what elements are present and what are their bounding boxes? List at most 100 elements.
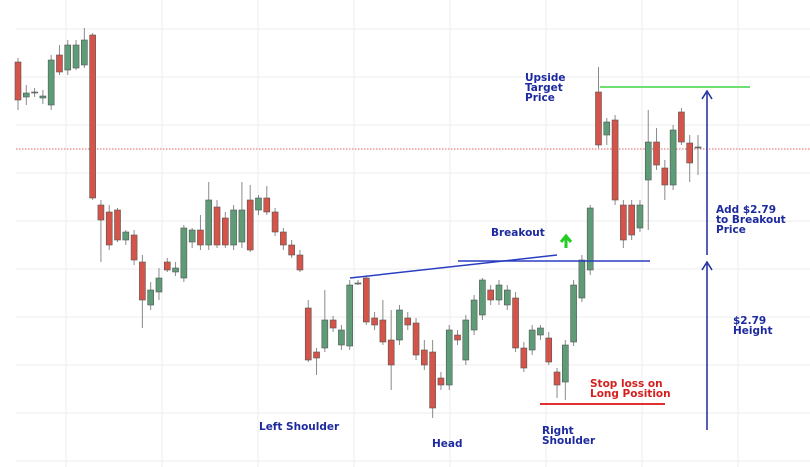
up-candle xyxy=(39,95,47,99)
down-candle xyxy=(620,204,627,241)
annotation: to Breakout xyxy=(716,214,786,226)
down-candle xyxy=(362,277,370,323)
up-candle xyxy=(346,284,354,347)
down-candle xyxy=(280,231,287,246)
up-candle xyxy=(321,319,329,349)
up-candle xyxy=(155,277,163,293)
arrow-head xyxy=(701,260,713,271)
down-candle xyxy=(197,229,204,246)
up-candle xyxy=(396,309,403,341)
up-candle xyxy=(238,209,246,243)
up-candle xyxy=(470,299,478,331)
down-candle xyxy=(429,351,436,409)
annotation: Breakout xyxy=(491,227,545,239)
down-candle xyxy=(163,261,171,271)
up-candle xyxy=(570,284,577,343)
down-candle xyxy=(512,297,519,349)
up-candle xyxy=(495,284,503,301)
up-candle xyxy=(205,199,213,246)
up-candle xyxy=(586,207,594,271)
up-candle xyxy=(255,197,262,211)
down-candle xyxy=(222,217,229,246)
annotation: Stop loss on xyxy=(590,378,663,390)
annotation: Target xyxy=(525,82,563,94)
up-candle xyxy=(172,267,179,273)
down-candle xyxy=(130,234,138,261)
up-candle xyxy=(694,146,702,149)
down-candle xyxy=(553,371,561,386)
up-candle xyxy=(147,289,154,306)
down-candle xyxy=(686,142,694,164)
down-candle xyxy=(487,289,494,301)
down-candle xyxy=(454,334,461,341)
up-candle xyxy=(636,204,644,229)
up-candle xyxy=(503,289,511,306)
up-candle xyxy=(81,39,88,66)
annotation: Upside xyxy=(525,72,566,84)
down-candle xyxy=(595,91,602,146)
down-candle xyxy=(404,317,412,326)
down-candle xyxy=(421,349,428,366)
down-candle xyxy=(371,317,378,326)
annotation: Add $2.79 xyxy=(716,204,776,216)
down-candle xyxy=(611,119,619,201)
up-candle xyxy=(338,329,345,346)
down-candle xyxy=(263,197,271,213)
background-grid xyxy=(16,0,810,467)
trend-line xyxy=(349,254,558,279)
down-candle xyxy=(628,204,635,236)
down-candle xyxy=(114,209,121,241)
up-candle xyxy=(188,229,196,243)
up-candle xyxy=(22,92,30,98)
up-candle xyxy=(644,141,652,181)
down-candle xyxy=(437,377,445,386)
down-candle xyxy=(89,34,96,199)
annotation: Long Position xyxy=(590,388,671,400)
annotation: $2.79 xyxy=(733,315,766,327)
down-candle xyxy=(329,319,337,329)
down-candle xyxy=(246,199,254,251)
down-candle xyxy=(288,244,295,256)
up-candle xyxy=(180,227,188,279)
down-candle xyxy=(14,61,22,101)
down-candle xyxy=(545,337,553,363)
up-candle xyxy=(462,319,470,361)
up-candle xyxy=(72,44,80,69)
annotation: Shoulder xyxy=(542,435,596,447)
up-candle xyxy=(122,231,130,241)
down-candle xyxy=(97,204,105,221)
up-candle xyxy=(64,44,72,71)
up-candle xyxy=(578,259,586,299)
up-candle xyxy=(528,329,536,351)
down-candle xyxy=(56,54,63,73)
annotation: Right xyxy=(542,425,574,437)
up-candle xyxy=(445,329,453,386)
up-candle xyxy=(669,129,677,186)
down-candle xyxy=(661,167,669,186)
arrow-head xyxy=(701,89,713,100)
annotation-lines xyxy=(349,86,750,430)
down-candle xyxy=(139,261,146,301)
up-candle xyxy=(562,344,569,383)
down-candle xyxy=(412,322,420,356)
down-candle xyxy=(678,111,685,143)
annotation: Height xyxy=(733,325,773,337)
down-candle xyxy=(379,319,387,343)
up-candle xyxy=(537,327,544,336)
annotation: Left Shoulder xyxy=(259,421,340,433)
down-candle xyxy=(387,339,395,366)
down-candle xyxy=(313,351,320,359)
annotation: Price xyxy=(716,224,746,236)
up-candle xyxy=(230,209,237,246)
down-candle xyxy=(520,347,528,369)
down-candle xyxy=(213,206,221,246)
up-candle xyxy=(31,91,38,94)
up-candle xyxy=(603,121,611,136)
breakout-arrow xyxy=(559,233,573,248)
candles xyxy=(14,28,702,418)
annotation: Price xyxy=(525,92,555,104)
down-candle xyxy=(304,307,312,361)
down-candle xyxy=(271,211,279,233)
